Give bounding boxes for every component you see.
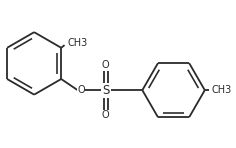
Text: O: O xyxy=(102,60,109,70)
Text: CH3: CH3 xyxy=(67,38,88,48)
Text: O: O xyxy=(77,85,85,95)
Text: S: S xyxy=(102,84,109,97)
Text: CH3: CH3 xyxy=(211,85,232,95)
Text: O: O xyxy=(102,110,109,120)
